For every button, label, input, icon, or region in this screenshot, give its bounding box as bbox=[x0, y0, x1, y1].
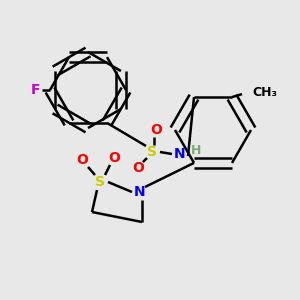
Text: O: O bbox=[108, 151, 120, 165]
Text: N: N bbox=[174, 147, 186, 161]
Text: O: O bbox=[132, 161, 144, 175]
Text: F: F bbox=[31, 83, 41, 97]
Text: N: N bbox=[134, 185, 146, 199]
Text: CH₃: CH₃ bbox=[252, 85, 277, 99]
Text: S: S bbox=[95, 175, 105, 189]
Text: H: H bbox=[191, 145, 201, 158]
Text: O: O bbox=[76, 153, 88, 167]
Text: S: S bbox=[147, 145, 157, 159]
Text: O: O bbox=[150, 123, 162, 137]
